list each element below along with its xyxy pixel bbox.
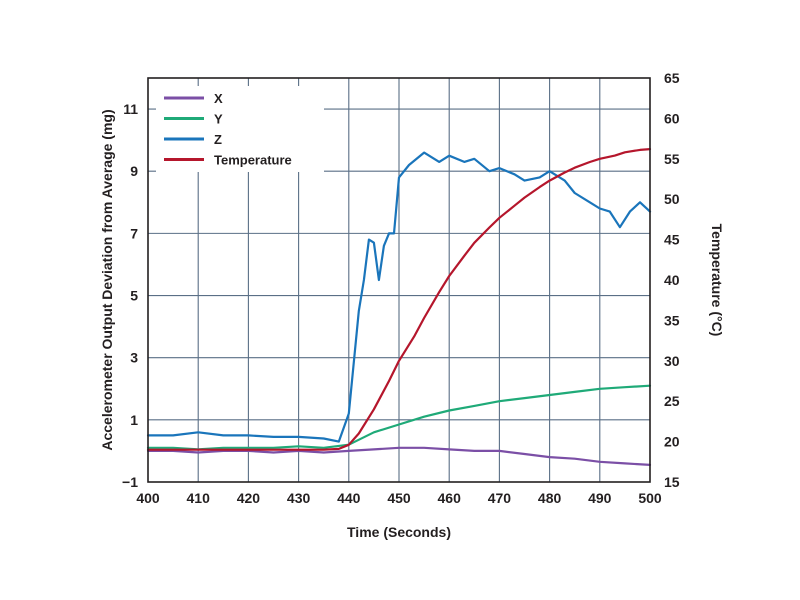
x-tick-label: 460 <box>438 490 462 506</box>
y-tick-label: 9 <box>130 163 138 179</box>
x-tick-label: 500 <box>638 490 662 506</box>
y-tick-label: −1 <box>122 474 138 490</box>
x-tick-label: 430 <box>287 490 311 506</box>
legend-label-y: Y <box>214 112 223 127</box>
y2-tick-label: 45 <box>664 232 680 248</box>
plot-frame <box>147 77 651 483</box>
series-line-temperature <box>146 148 652 451</box>
y-tick-label: 5 <box>130 288 138 304</box>
series-line-z <box>146 151 652 443</box>
x-tick-label: 480 <box>538 490 562 506</box>
x-tick-label: 410 <box>187 490 211 506</box>
y2-tick-label: 20 <box>664 434 680 450</box>
legend-label-x: X <box>214 91 223 106</box>
legend: XYZ Temperature <box>156 86 324 172</box>
x-tick-label: 420 <box>237 490 261 506</box>
y-tick-labels: 11 9 7 5 3 1 −1 <box>122 101 138 490</box>
y2-tick-labels: 65 60 55 50 45 40 35 30 25 20 15 <box>664 70 680 490</box>
y-tick-label: 1 <box>130 412 138 428</box>
x-tick-label: 440 <box>337 490 361 506</box>
y2-tick-label: 15 <box>664 474 680 490</box>
y-tick-label: 11 <box>123 101 138 117</box>
series-layer <box>146 148 652 466</box>
series-line-y <box>146 384 652 451</box>
y2-tick-label: 55 <box>664 151 680 167</box>
legend-box <box>156 86 324 172</box>
x-tick-labels: 400 410 420 430 440 450 460 470 480 490 500 <box>136 490 662 506</box>
y2-tick-label: 25 <box>664 393 680 409</box>
x-tick-label: 450 <box>387 490 411 506</box>
legend-label-z: Z <box>214 132 222 147</box>
y2-tick-label: 35 <box>664 312 680 328</box>
y-axis-title: Accelerometer Output Deviation from Aver… <box>99 109 115 450</box>
y2-tick-label: 65 <box>664 70 680 86</box>
y2-axis-title: Temperature (°C) <box>709 224 725 337</box>
x-tick-label: 470 <box>488 490 512 506</box>
y-tick-label: 3 <box>130 350 138 366</box>
x-axis-title: Time (Seconds) <box>347 524 451 540</box>
y-tick-label: 7 <box>130 225 138 241</box>
y2-tick-label: 40 <box>664 272 680 288</box>
y2-tick-label: 50 <box>664 191 680 207</box>
legend-label-temperature: Temperature <box>214 153 292 168</box>
x-tick-label: 490 <box>588 490 612 506</box>
y2-tick-label: 30 <box>664 353 680 369</box>
series-line-x <box>146 446 652 466</box>
x-tick-label: 400 <box>136 490 160 506</box>
y2-tick-label: 60 <box>664 110 680 126</box>
